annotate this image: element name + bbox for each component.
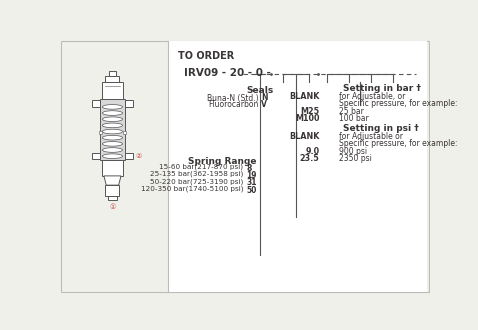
Text: BLANK: BLANK: [289, 132, 319, 141]
Text: 19: 19: [247, 171, 257, 180]
Text: 120-350 bar(1740-5100 psi): 120-350 bar(1740-5100 psi): [141, 185, 243, 192]
Bar: [109, 71, 116, 76]
Text: 31: 31: [247, 178, 257, 187]
Text: 15-60 bar(217-870 psi): 15-60 bar(217-870 psi): [160, 164, 243, 170]
Bar: [125, 153, 132, 159]
Text: 2350 psi: 2350 psi: [339, 154, 371, 163]
Text: 25-135 bar(362-1958 psi): 25-135 bar(362-1958 psi): [150, 171, 243, 178]
Bar: [102, 160, 122, 176]
Bar: [92, 153, 100, 159]
Ellipse shape: [102, 117, 122, 121]
Text: Specific pressure, for example:: Specific pressure, for example:: [339, 99, 457, 108]
Text: Spring Range: Spring Range: [188, 157, 257, 166]
Text: ②: ②: [136, 153, 142, 159]
Polygon shape: [104, 176, 121, 185]
Text: V: V: [261, 100, 267, 110]
Text: BLANK: BLANK: [289, 92, 319, 101]
Text: 23.5: 23.5: [300, 154, 319, 163]
Text: TO ORDER: TO ORDER: [177, 51, 234, 61]
Bar: [92, 100, 100, 107]
Text: N: N: [261, 93, 268, 103]
Text: for Adjustable or: for Adjustable or: [339, 132, 403, 141]
Ellipse shape: [102, 135, 122, 140]
Text: Setting in psi †: Setting in psi †: [343, 124, 418, 133]
Text: 8: 8: [247, 164, 252, 173]
Text: M100: M100: [295, 114, 319, 123]
Ellipse shape: [102, 129, 122, 134]
Text: Setting in bar †: Setting in bar †: [343, 84, 421, 93]
Text: Buna-N (Std.): Buna-N (Std.): [206, 93, 258, 103]
Ellipse shape: [102, 142, 122, 146]
Bar: [168, 41, 427, 292]
Text: 50-220 bar(725-3190 psi): 50-220 bar(725-3190 psi): [150, 178, 243, 185]
Ellipse shape: [102, 154, 122, 158]
Text: IRV09 - 20 - 0 -: IRV09 - 20 - 0 -: [184, 68, 271, 78]
Text: 50: 50: [247, 185, 257, 194]
Text: 9.0: 9.0: [305, 147, 319, 156]
Text: Specific pressure, for example:: Specific pressure, for example:: [339, 139, 457, 148]
Bar: [100, 99, 125, 160]
Bar: [125, 100, 132, 107]
Text: ①: ①: [109, 204, 116, 211]
Text: for Adjustable, or: for Adjustable, or: [339, 92, 405, 101]
Text: M25: M25: [300, 107, 319, 116]
Text: Fluorocarbon: Fluorocarbon: [208, 100, 258, 110]
Ellipse shape: [102, 105, 122, 109]
Text: 900 psi: 900 psi: [339, 147, 367, 156]
Bar: [106, 76, 120, 82]
Text: 100 bar: 100 bar: [339, 114, 369, 123]
Ellipse shape: [102, 123, 122, 128]
Text: 25 bar: 25 bar: [339, 107, 364, 116]
Bar: [106, 185, 120, 196]
Bar: [108, 196, 117, 200]
Text: Seals: Seals: [246, 86, 273, 95]
Ellipse shape: [102, 111, 122, 116]
Ellipse shape: [102, 148, 122, 152]
Bar: [98, 131, 102, 134]
Bar: [102, 82, 122, 99]
Bar: [123, 131, 126, 134]
